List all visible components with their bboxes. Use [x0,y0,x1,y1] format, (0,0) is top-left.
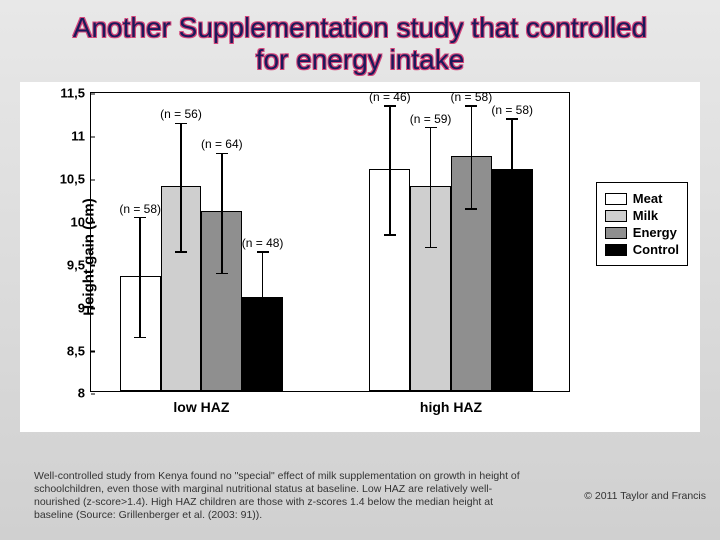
error-cap [216,273,228,275]
error-cap [216,153,228,155]
legend-swatch [605,244,627,256]
legend: Meat Milk Energy Control [596,182,688,266]
y-tick: 9,5 [67,257,91,272]
n-label: (n = 64) [201,137,243,151]
slide-title: Another Supplementation study that contr… [0,0,720,82]
n-label: (n = 59) [410,112,452,126]
error-bar [180,123,182,252]
error-cap [134,217,146,219]
error-cap [134,337,146,339]
error-cap [465,208,477,210]
legend-item: Meat [605,191,679,206]
error-bar [511,119,513,222]
error-cap [506,221,518,223]
x-group-label: low HAZ [173,399,229,415]
copyright-text: © 2011 Taylor and Francis [584,490,706,502]
legend-swatch [605,210,627,222]
legend-item: Milk [605,208,679,223]
legend-label: Milk [633,208,658,223]
legend-label: Meat [633,191,663,206]
y-tick: 8 [78,386,91,401]
legend-swatch [605,193,627,205]
y-tick: 10 [71,214,91,229]
caption-text: Well-controlled study from Kenya found n… [34,470,524,523]
y-tick: 11 [71,129,91,144]
error-cap [506,118,518,120]
error-bar [262,252,264,346]
legend-item: Energy [605,225,679,240]
error-cap [257,251,269,253]
error-bar [471,106,473,209]
error-bar [389,106,391,235]
error-bar [430,128,432,248]
n-label: (n = 58) [451,90,493,104]
error-bar [139,218,141,338]
n-label: (n = 48) [242,236,284,250]
error-cap [384,234,396,236]
error-cap [175,251,187,253]
error-bar [221,153,223,273]
legend-label: Energy [633,225,677,240]
error-cap [465,105,477,107]
plot-area: 88,599,51010,51111,5(n = 58)(n = 56)(n =… [90,92,570,392]
legend-label: Control [633,242,679,257]
error-cap [425,247,437,249]
y-tick: 11,5 [60,86,91,101]
n-label: (n = 58) [491,103,533,117]
n-label: (n = 46) [369,90,411,104]
y-tick: 10,5 [60,172,91,187]
y-tick: 8,5 [67,343,91,358]
error-cap [384,105,396,107]
n-label: (n = 56) [160,107,202,121]
error-cap [425,127,437,129]
y-tick: 9 [78,300,91,315]
n-label: (n = 58) [119,202,161,216]
error-cap [257,345,269,347]
x-group-label: high HAZ [420,399,482,415]
chart-container: Height gain (cm) 88,599,51010,51111,5(n … [20,82,700,432]
error-cap [175,123,187,125]
legend-item: Control [605,242,679,257]
legend-swatch [605,227,627,239]
